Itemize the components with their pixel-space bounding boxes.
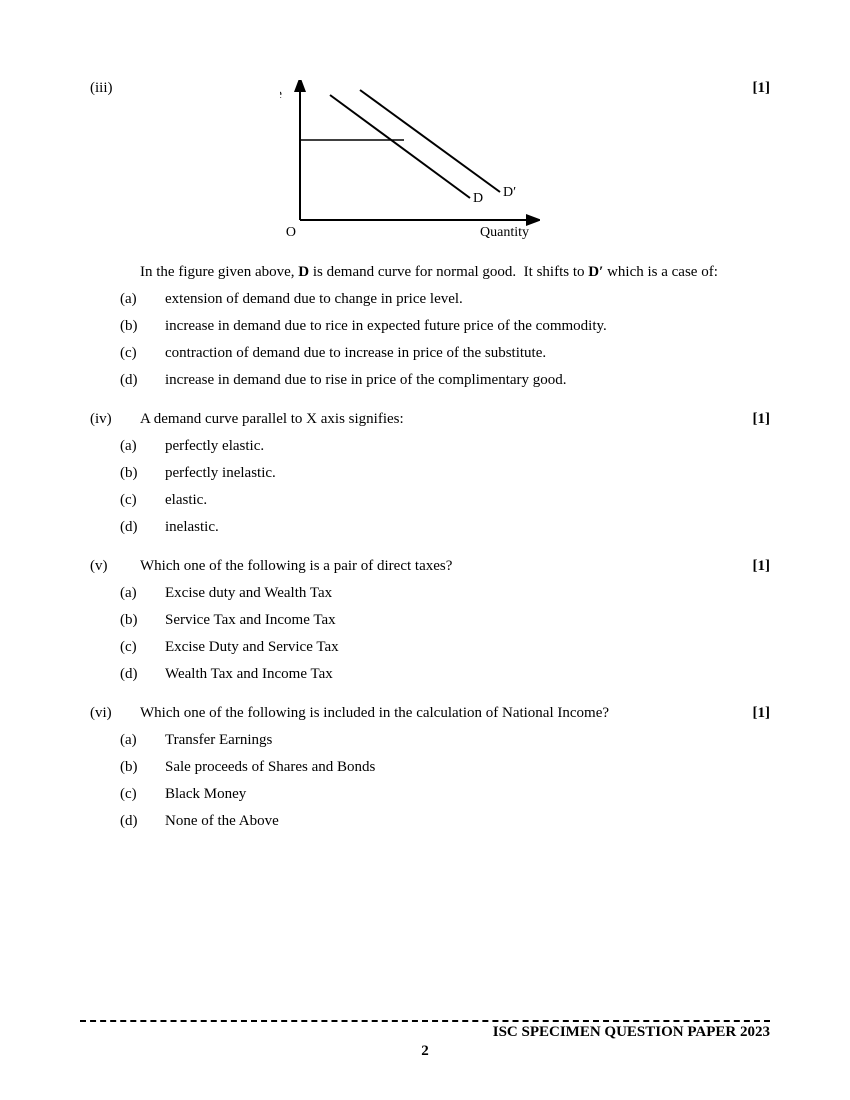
page-number: 2 xyxy=(80,1043,770,1060)
option: (a)Transfer Earnings xyxy=(90,732,770,749)
question-text: Which one of the following is a pair of … xyxy=(140,558,730,575)
option: (a)perfectly elastic. xyxy=(90,438,770,455)
option: (d)inelastic. xyxy=(90,519,770,536)
question-marks: [1] xyxy=(730,558,770,575)
footer-title: ISC SPECIMEN QUESTION PAPER 2023 xyxy=(80,1024,770,1041)
option-text: Transfer Earnings xyxy=(165,732,770,749)
option-text: elastic. xyxy=(165,492,770,509)
question-number: (iv) xyxy=(90,411,140,428)
page-content: (iii)DD′PriceOQuantityIn the figure give… xyxy=(90,80,770,830)
option-text: Wealth Tax and Income Tax xyxy=(165,666,770,683)
option-label: (a) xyxy=(120,291,165,308)
option-label: (b) xyxy=(120,759,165,776)
option-text: Black Money xyxy=(165,786,770,803)
option-label: (b) xyxy=(120,612,165,629)
demand-chart: D D′ Price O Quantity xyxy=(280,80,540,250)
option-text: extension of demand due to change in pri… xyxy=(165,291,770,308)
option-text: inelastic. xyxy=(165,519,770,536)
question-text: A demand curve parallel to X axis signif… xyxy=(140,411,730,428)
question-marks: [1] xyxy=(730,80,770,97)
question: (iii)DD′PriceOQuantityIn the figure give… xyxy=(90,80,770,389)
option-label: (d) xyxy=(120,372,165,389)
option-label: (d) xyxy=(120,519,165,536)
footer-divider xyxy=(80,1020,770,1022)
option: (a)extension of demand due to change in … xyxy=(90,291,770,308)
svg-text:D′: D′ xyxy=(503,185,516,200)
option-label: (c) xyxy=(120,786,165,803)
option: (c)Excise Duty and Service Tax xyxy=(90,639,770,656)
option-label: (a) xyxy=(120,585,165,602)
question-number: (v) xyxy=(90,558,140,575)
option-label: (d) xyxy=(120,666,165,683)
question-number: (vi) xyxy=(90,705,140,722)
option-label: (a) xyxy=(120,438,165,455)
option-text: increase in demand due to rice in expect… xyxy=(165,318,770,335)
option: (c)contraction of demand due to increase… xyxy=(90,345,770,362)
option: (c)elastic. xyxy=(90,492,770,509)
question-marks: [1] xyxy=(730,411,770,428)
option-label: (c) xyxy=(120,345,165,362)
option-text: Service Tax and Income Tax xyxy=(165,612,770,629)
svg-text:O: O xyxy=(286,225,296,240)
option: (d)None of the Above xyxy=(90,813,770,830)
option-label: (b) xyxy=(120,318,165,335)
option-label: (d) xyxy=(120,813,165,830)
option-text: contraction of demand due to increase in… xyxy=(165,345,770,362)
option-label: (c) xyxy=(120,639,165,656)
option-text: perfectly elastic. xyxy=(165,438,770,455)
option: (a)Excise duty and Wealth Tax xyxy=(90,585,770,602)
question-text: In the figure given above, D is demand c… xyxy=(140,264,730,281)
option-text: increase in demand due to rise in price … xyxy=(165,372,770,389)
option-text: Sale proceeds of Shares and Bonds xyxy=(165,759,770,776)
svg-text:D: D xyxy=(473,191,483,206)
option: (d)Wealth Tax and Income Tax xyxy=(90,666,770,683)
svg-text:Quantity: Quantity xyxy=(480,225,529,240)
option-text: perfectly inelastic. xyxy=(165,465,770,482)
option-text: Excise Duty and Service Tax xyxy=(165,639,770,656)
question-marks: [1] xyxy=(730,705,770,722)
option-label: (a) xyxy=(120,732,165,749)
question-text: Which one of the following is included i… xyxy=(140,705,730,722)
option: (b)perfectly inelastic. xyxy=(90,465,770,482)
question: (v)Which one of the following is a pair … xyxy=(90,558,770,683)
question: (iv)A demand curve parallel to X axis si… xyxy=(90,411,770,536)
option: (b)increase in demand due to rice in exp… xyxy=(90,318,770,335)
option: (c)Black Money xyxy=(90,786,770,803)
option-text: None of the Above xyxy=(165,813,770,830)
svg-text:Price: Price xyxy=(280,87,282,102)
option-label: (b) xyxy=(120,465,165,482)
option: (b)Service Tax and Income Tax xyxy=(90,612,770,629)
question: (vi)Which one of the following is includ… xyxy=(90,705,770,830)
option-text: Excise duty and Wealth Tax xyxy=(165,585,770,602)
option: (d)increase in demand due to rise in pri… xyxy=(90,372,770,389)
page-footer: ISC SPECIMEN QUESTION PAPER 2023 2 xyxy=(80,1020,770,1060)
option: (b)Sale proceeds of Shares and Bonds xyxy=(90,759,770,776)
option-label: (c) xyxy=(120,492,165,509)
